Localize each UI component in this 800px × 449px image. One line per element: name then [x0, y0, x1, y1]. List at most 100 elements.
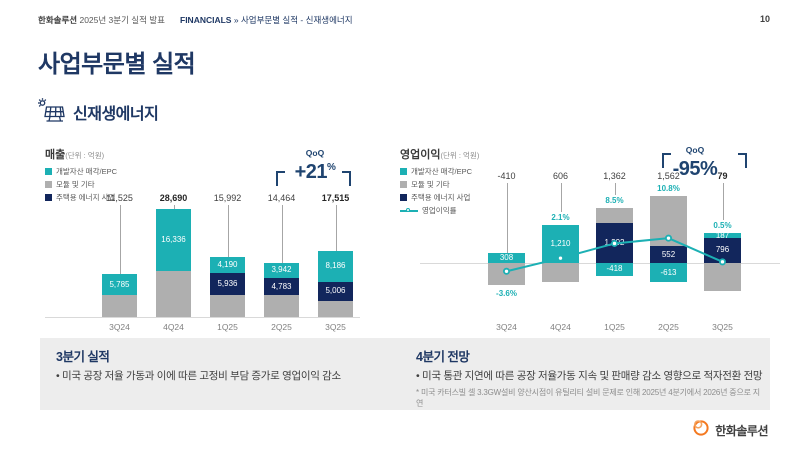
- bar-segment-gray: [156, 270, 191, 317]
- category-label: 4Q24: [550, 322, 571, 332]
- line-swatch: [400, 207, 418, 212]
- segment-value-label: 796: [715, 245, 730, 255]
- qoq-bracket-left: [662, 153, 671, 168]
- q4-outlook-note: 미국 카터스빌 셀 3.3GW설비 양산시점이 유틸리티 설비 문제로 인해 2…: [416, 387, 766, 409]
- total-label: -410: [497, 171, 516, 181]
- page-title: 사업부문별 실적: [38, 51, 196, 78]
- breadcrumb-separator: »: [233, 15, 239, 25]
- bar-segment-teal: 16,336: [156, 209, 191, 271]
- header: 한화솔루션 2025년 3분기 실적 발표 FINANCIALS » 사업부문별…: [38, 12, 770, 28]
- qoq-bracket-left: [276, 171, 285, 186]
- qoq-bracket-right: [738, 153, 747, 168]
- profit-plot: 308-4103Q241,2106064Q241,292-4181,3621Q2…: [400, 145, 785, 340]
- legend-item: 영업이익률: [400, 204, 472, 217]
- segment-value-label: 4,783: [271, 281, 292, 291]
- leader-line: [722, 183, 724, 220]
- total-label: 79: [717, 171, 728, 181]
- bar-segment-teal: -418: [596, 263, 633, 276]
- leader-line: [227, 205, 229, 258]
- category-label: 1Q25: [604, 322, 625, 332]
- total-label: 1,562: [657, 171, 680, 181]
- bar-segment-teal: -613: [650, 263, 687, 282]
- category-label: 1Q25: [217, 322, 238, 332]
- section-heading: 신재생에너지: [36, 96, 159, 128]
- bar-segment-teal: 187: [704, 230, 741, 240]
- legend-item: 개발자산 매각/EPC: [45, 165, 117, 178]
- line-marker: [610, 239, 618, 247]
- q3-results-column: 3분기 실적 미국 공장 저율 가동과 이에 따른 고정비 부담 증가로 영업이…: [56, 346, 386, 384]
- bar-segment-teal: 4,190: [210, 257, 245, 273]
- total-label: 14,464: [267, 193, 296, 203]
- teal-swatch: [45, 168, 52, 175]
- bar-segment-navy: 5,936: [210, 272, 245, 295]
- total-label: 606: [552, 171, 569, 181]
- bar-segment-gray: [264, 295, 299, 317]
- operating-profit-chart: 영업이익(단위 : 억원) 개발자산 매각/EPC 모듈 및 기타 주택용 에너…: [400, 145, 785, 340]
- total-label: 1,362: [603, 171, 626, 181]
- leader-line: [335, 205, 337, 252]
- category-label: 3Q24: [496, 322, 517, 332]
- legend-item: 주택용 에너지 사업: [45, 191, 117, 204]
- total-label: 15,992: [213, 193, 242, 203]
- leader-line: [560, 183, 562, 213]
- commentary-box: 3분기 실적 미국 공장 저율 가동과 이에 따른 고정비 부담 증가로 영업이…: [40, 338, 770, 410]
- breadcrumb: FINANCIALS » 사업부문별 실적 - 신재생에너지: [180, 14, 353, 26]
- navy-swatch: [45, 194, 52, 201]
- qoq-bracket-right: [342, 171, 351, 186]
- legend-item: 모듈 및 기타: [400, 178, 472, 191]
- category-label: 3Q25: [325, 322, 346, 332]
- category-label: 3Q24: [109, 322, 130, 332]
- line-marker: [503, 267, 511, 275]
- bar-segment-navy: 552: [650, 245, 687, 263]
- total-label: 28,690: [159, 193, 188, 203]
- total-label: 17,515: [321, 193, 350, 203]
- segment-value-label: 187: [715, 230, 730, 240]
- revenue-qoq-annotation: QoQ +21%: [294, 148, 336, 183]
- bar-segment-gray: [596, 207, 633, 223]
- revenue-legend: 개발자산 매각/EPC 모듈 및 기타 주택용 에너지 사업: [45, 165, 117, 204]
- segment-value-label: 1,210: [550, 239, 571, 249]
- legend-item: 주택용 에너지 사업: [400, 191, 472, 204]
- segment-value-label: 5,006: [325, 286, 346, 296]
- total-label: 11,525: [106, 193, 133, 203]
- leader-line: [281, 205, 283, 263]
- segment-value-label: 8,186: [325, 261, 346, 271]
- company-logo: 한화솔루션: [691, 418, 768, 442]
- bar-segment-navy: 4,783: [264, 277, 299, 296]
- segment-value-label: -418: [606, 264, 623, 273]
- segment-value-label: 4,190: [217, 260, 238, 270]
- segment-value-label: 5,785: [109, 279, 130, 289]
- bar-segment-teal: 5,785: [102, 273, 137, 296]
- line-marker: [718, 258, 726, 266]
- bar-segment-teal: 3,942: [264, 262, 299, 278]
- bar-segment-teal: 8,186: [318, 251, 353, 282]
- category-label: 2Q25: [271, 322, 292, 332]
- hanwha-logo-icon: [691, 418, 710, 442]
- q3-results-bullet: 미국 공장 저율 가동과 이에 따른 고정비 부담 증가로 영업이익 감소: [56, 369, 386, 384]
- legend-item: 모듈 및 기타: [45, 178, 117, 191]
- q4-outlook-bullet: 미국 통관 지연에 따른 공장 저율가동 지속 및 판매량 감소 영향으로 적자…: [416, 369, 766, 384]
- section-label: 신재생에너지: [73, 106, 159, 123]
- line-marker: [664, 234, 672, 242]
- leader-line: [119, 205, 121, 274]
- company-logo-text: 한화솔루션: [715, 423, 768, 438]
- segment-value-label: -613: [660, 268, 677, 277]
- leader-line: [506, 183, 508, 254]
- breadcrumb-section: FINANCIALS: [180, 15, 232, 25]
- leader-line: [614, 183, 616, 195]
- bar-segment-gray: [210, 295, 245, 317]
- q3-results-heading: 3분기 실적: [56, 350, 110, 364]
- solar-panel-icon: [36, 96, 66, 128]
- bar-segment-teal: 308: [488, 253, 525, 263]
- revenue-chart: 매출(단위 : 억원) 개발자산 매각/EPC 모듈 및 기타 주택용 에너지 …: [45, 145, 360, 340]
- bar-segment-gray: [704, 263, 741, 292]
- page-number: 10: [759, 14, 770, 24]
- category-label: 4Q24: [163, 322, 184, 332]
- margin-pct-label: -3.6%: [496, 289, 517, 299]
- bar-segment-navy: 5,006: [318, 282, 353, 301]
- segment-value-label: 5,936: [217, 278, 238, 288]
- margin-pct-label: 10.8%: [657, 183, 680, 193]
- margin-pct-label: 0.5%: [713, 220, 732, 230]
- profit-chart-title: 영업이익(단위 : 억원): [400, 149, 480, 161]
